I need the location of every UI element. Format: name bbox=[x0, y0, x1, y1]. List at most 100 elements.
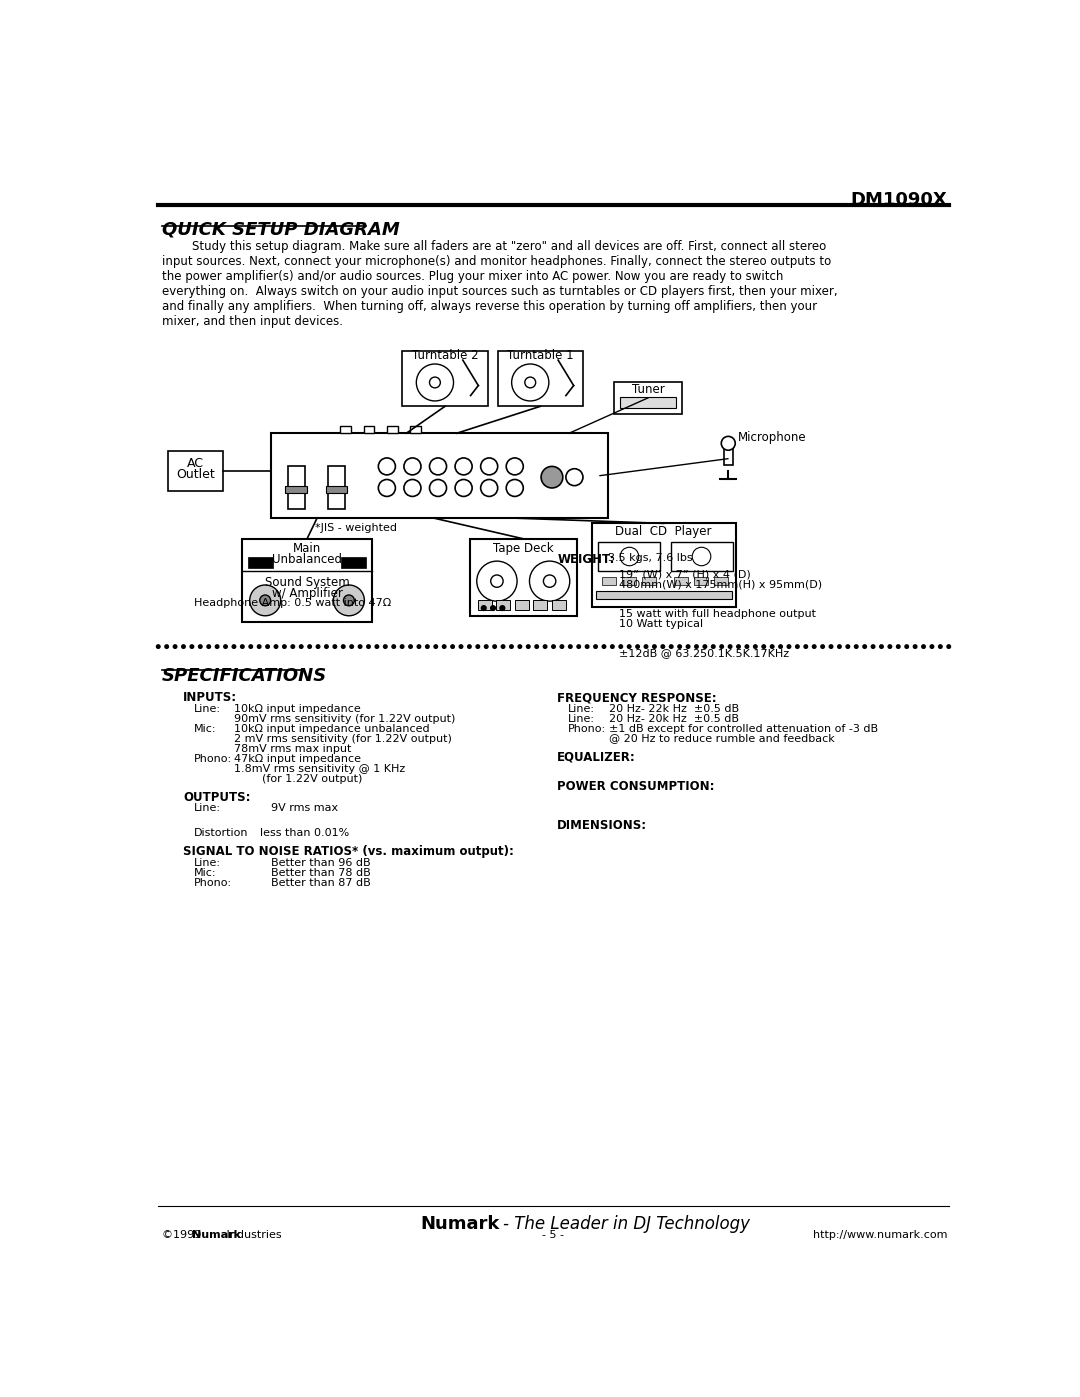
Text: w/ Amplifier: w/ Amplifier bbox=[271, 587, 342, 599]
Text: Sound System: Sound System bbox=[265, 576, 350, 588]
Circle shape bbox=[694, 644, 699, 650]
Circle shape bbox=[795, 644, 800, 650]
Circle shape bbox=[526, 644, 530, 650]
Bar bbox=[602, 577, 616, 585]
Circle shape bbox=[541, 467, 563, 488]
Bar bbox=[326, 486, 348, 493]
Circle shape bbox=[677, 644, 683, 650]
Text: Mic:: Mic: bbox=[194, 868, 216, 877]
Circle shape bbox=[490, 576, 503, 587]
Circle shape bbox=[430, 458, 446, 475]
Circle shape bbox=[265, 644, 270, 650]
Text: Main: Main bbox=[293, 542, 321, 555]
Circle shape bbox=[442, 644, 447, 650]
Bar bbox=[387, 426, 397, 433]
Bar bbox=[592, 524, 735, 606]
Text: 10kΩ input impedance: 10kΩ input impedance bbox=[234, 704, 361, 714]
Bar bbox=[596, 591, 732, 599]
Circle shape bbox=[770, 644, 774, 650]
Circle shape bbox=[476, 562, 517, 601]
Bar bbox=[341, 557, 366, 569]
Bar bbox=[340, 426, 351, 433]
Circle shape bbox=[584, 644, 590, 650]
Circle shape bbox=[455, 479, 472, 496]
Circle shape bbox=[459, 644, 463, 650]
Circle shape bbox=[602, 644, 607, 650]
Text: Line:: Line: bbox=[568, 714, 595, 724]
Circle shape bbox=[206, 644, 212, 650]
Text: POWER CONSUMPTION:: POWER CONSUMPTION: bbox=[557, 780, 715, 792]
Text: Better than 87 dB: Better than 87 dB bbox=[271, 877, 372, 887]
Bar bbox=[724, 443, 732, 465]
Bar bbox=[477, 601, 491, 609]
Text: Mic:: Mic: bbox=[194, 724, 216, 733]
Text: QUICK SETUP DIAGRAM: QUICK SETUP DIAGRAM bbox=[162, 219, 400, 237]
Bar bbox=[410, 426, 421, 433]
Text: 1.8mV rms sensitivity @ 1 KHz: 1.8mV rms sensitivity @ 1 KHz bbox=[234, 764, 405, 774]
Circle shape bbox=[721, 436, 735, 450]
Circle shape bbox=[430, 479, 446, 496]
Bar bbox=[496, 601, 510, 609]
Circle shape bbox=[156, 644, 161, 650]
Circle shape bbox=[366, 644, 370, 650]
Circle shape bbox=[870, 644, 876, 650]
Circle shape bbox=[626, 644, 632, 650]
Text: 10kΩ input impedance unbalanced: 10kΩ input impedance unbalanced bbox=[234, 724, 430, 733]
Text: Line:: Line: bbox=[568, 704, 595, 714]
Text: Phono:: Phono: bbox=[194, 753, 232, 764]
Text: ±12dB @ 63.250.1K.5K.17KHz: ±12dB @ 63.250.1K.5K.17KHz bbox=[619, 648, 789, 658]
Text: Phono:: Phono: bbox=[568, 724, 606, 733]
Circle shape bbox=[846, 644, 850, 650]
Circle shape bbox=[164, 644, 170, 650]
Text: 19” (W) x 7” (H) x 4 (D): 19” (W) x 7” (H) x 4 (D) bbox=[619, 570, 751, 580]
Circle shape bbox=[378, 479, 395, 496]
Circle shape bbox=[551, 644, 556, 650]
Circle shape bbox=[913, 644, 918, 650]
Circle shape bbox=[728, 644, 732, 650]
Circle shape bbox=[492, 644, 497, 650]
Circle shape bbox=[577, 644, 581, 650]
Text: 3.5 kgs, 7.6 lbs: 3.5 kgs, 7.6 lbs bbox=[608, 553, 692, 563]
Bar bbox=[693, 577, 707, 585]
Circle shape bbox=[854, 644, 859, 650]
Circle shape bbox=[525, 377, 536, 388]
Text: http://www.numark.com: http://www.numark.com bbox=[813, 1231, 947, 1241]
Circle shape bbox=[375, 644, 379, 650]
Text: 47kΩ input impedance: 47kΩ input impedance bbox=[234, 753, 361, 764]
Circle shape bbox=[820, 644, 825, 650]
Circle shape bbox=[500, 644, 505, 650]
Text: Dual  CD  Player: Dual CD Player bbox=[616, 525, 712, 538]
Text: EQUALIZER:: EQUALIZER: bbox=[557, 750, 636, 764]
Bar bbox=[470, 539, 577, 616]
Circle shape bbox=[450, 644, 455, 650]
Text: - The Leader in DJ Technology: - The Leader in DJ Technology bbox=[503, 1215, 751, 1232]
Text: Numark: Numark bbox=[192, 1231, 241, 1241]
Bar bbox=[328, 467, 345, 509]
Text: Line:: Line: bbox=[194, 704, 221, 714]
Circle shape bbox=[315, 644, 321, 650]
Bar bbox=[642, 577, 656, 585]
Text: 2 mV rms sensitivity (for 1.22V output): 2 mV rms sensitivity (for 1.22V output) bbox=[234, 733, 453, 743]
Text: Line:: Line: bbox=[194, 858, 221, 868]
Text: Turntable 1: Turntable 1 bbox=[507, 349, 573, 362]
Circle shape bbox=[240, 644, 245, 650]
Text: Study this setup diagram. Make sure all faders are at "zero" and all devices are: Study this setup diagram. Make sure all … bbox=[162, 240, 838, 328]
Bar bbox=[534, 601, 548, 609]
Circle shape bbox=[568, 644, 572, 650]
Circle shape bbox=[618, 644, 623, 650]
Circle shape bbox=[499, 605, 505, 610]
Circle shape bbox=[400, 644, 405, 650]
Circle shape bbox=[349, 644, 354, 650]
Circle shape bbox=[644, 644, 648, 650]
Circle shape bbox=[490, 605, 496, 610]
Text: Turntable 2: Turntable 2 bbox=[411, 349, 478, 362]
Text: DM1090X: DM1090X bbox=[850, 191, 947, 208]
Circle shape bbox=[430, 377, 441, 388]
Circle shape bbox=[417, 644, 421, 650]
Text: Microphone: Microphone bbox=[738, 432, 807, 444]
Circle shape bbox=[930, 644, 934, 650]
Circle shape bbox=[378, 458, 395, 475]
Text: FREQUENCY RESPONSE:: FREQUENCY RESPONSE: bbox=[557, 692, 717, 704]
Text: Line:: Line: bbox=[194, 803, 221, 813]
Circle shape bbox=[357, 644, 363, 650]
